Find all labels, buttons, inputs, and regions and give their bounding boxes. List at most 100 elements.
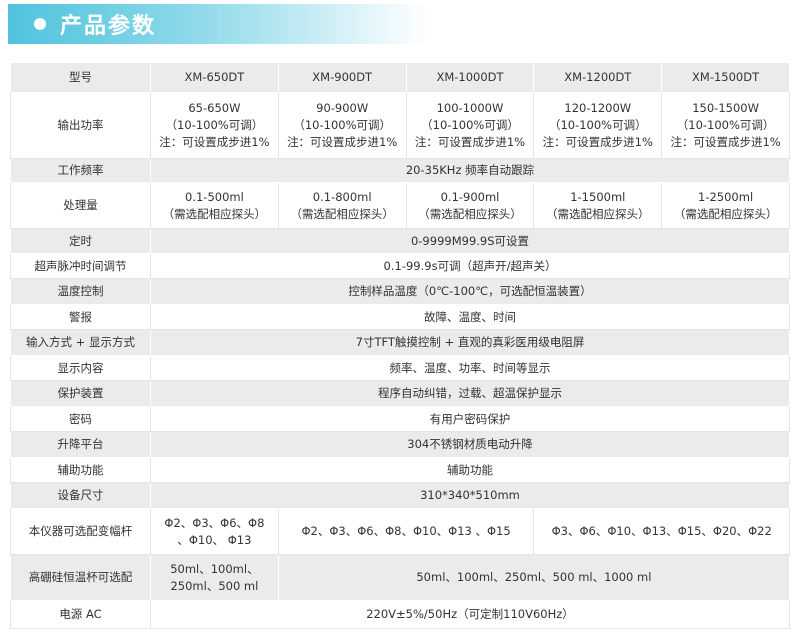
header-cell: 型号 xyxy=(10,62,151,93)
cell-line: （需选配相应探头） xyxy=(418,206,522,221)
cell-line: 注：可设置成步进1% xyxy=(159,135,270,149)
row-label: 设备尺寸 xyxy=(10,482,151,509)
cell-line: 0-9999M99.9S可设置 xyxy=(410,233,530,248)
spec-row: 输入方式 + 显示方式 7寸TFT触摸控制 + 直观的真彩医用级电阻屏 xyxy=(10,329,790,356)
spec-row: 显示内容 频率、温度、功率、时间等显示 xyxy=(10,355,790,381)
spec-table: 型号 XM-650DT XM-900DT XM-1000DT XM-1200DT XM-1… xyxy=(10,62,791,629)
header-cell: XM-650DT xyxy=(150,62,279,93)
cell-line: 0.1-99.9s可调（超声开/超声关） xyxy=(383,258,557,273)
row-label: 警报 xyxy=(10,304,151,330)
spec-row: 设备尺寸 310*340*510mm xyxy=(10,482,790,509)
cell-line: 程序自动纠错，过载、超温保护显示 xyxy=(378,386,562,400)
spec-cell: Φ2、Φ3、Φ6、Φ8 、Φ10、 Φ13 xyxy=(150,508,279,555)
cell-line: Φ2、Φ3、Φ6、Φ8 xyxy=(164,515,265,530)
header-cell: XM-1000DT xyxy=(405,62,535,93)
cell-line: 65-650W xyxy=(188,101,241,115)
cell-line: 220V±5%/50Hz（可定制110V60Hz） xyxy=(366,607,574,621)
spec-row: 警报 故障、温度、时间 xyxy=(10,304,790,330)
cell-line: （需选配相应探头） xyxy=(546,206,650,221)
spec-row: 工作频率 20-35KHz 频率自动跟踪 xyxy=(10,158,790,183)
row-label: 处理量 xyxy=(10,182,151,229)
spec-cell: 50ml、100ml、250ml、500 ml、1000 ml xyxy=(277,554,791,601)
row-label: 温度控制 xyxy=(10,278,151,305)
cell-line: （需选配相应探头） xyxy=(162,206,267,221)
cell-line: （10-100%可调） xyxy=(165,118,264,132)
cell-line: 1-1500ml xyxy=(570,189,626,204)
cell-line: 1-2500ml xyxy=(698,189,754,204)
cell-line: （10-100%可调） xyxy=(293,118,392,132)
spec-row: 辅助功能 辅助功能 xyxy=(10,457,790,483)
spec-cell: 65-650W （10-100%可调） 注：可设置成步进1% xyxy=(150,92,279,159)
spec-row: 电源 AC 220V±5%/50Hz（可定制110V60Hz） xyxy=(10,600,790,629)
cell-line: Φ3、Φ6、Φ10、Φ13、Φ15、Φ20、Φ22 xyxy=(551,524,772,538)
row-label: 显示内容 xyxy=(10,355,151,381)
header-cell: XM-1500DT xyxy=(661,62,790,93)
row-label: 升降平台 xyxy=(10,431,151,458)
cell-line: Φ2、Φ3、Φ6、Φ8、Φ10、Φ13 、Φ15 xyxy=(301,524,511,538)
cell-line: 注：可设置成步进1% xyxy=(670,135,781,149)
spec-cell: 310*340*510mm xyxy=(150,482,790,509)
spec-row: 输出功率 65-650W （10-100%可调） 注：可设置成步进1% 90-900W （… xyxy=(10,92,790,159)
row-label: 工作频率 xyxy=(10,158,151,183)
cell-line: 辅助功能 xyxy=(447,462,493,477)
spec-cell: 0.1-900ml （需选配相应探头） xyxy=(405,182,535,229)
cell-line: 0.1-800ml xyxy=(312,189,372,204)
spec-cell: 90-900W （10-100%可调） 注：可设置成步进1% xyxy=(277,92,407,159)
cell-line: 0.1-900ml xyxy=(440,189,500,204)
row-label: 输入方式 + 显示方式 xyxy=(10,329,151,356)
spec-cell: 150-1500W （10-100%可调） 注：可设置成步进1% xyxy=(661,92,790,159)
cell-line: 50ml、100ml、250ml、500 ml、1000 ml xyxy=(416,570,652,584)
spec-row: 温度控制 控制样品温度（0℃-100℃，可选配恒温装置） xyxy=(10,278,790,305)
spec-cell: 100-1000W （10-100%可调） 注：可设置成步进1% xyxy=(405,92,535,159)
spec-cell: Φ3、Φ6、Φ10、Φ13、Φ15、Φ20、Φ22 xyxy=(533,508,790,555)
row-label: 本仪器可选配变幅杆 xyxy=(10,508,151,555)
cell-line: 频率、温度、功率、时间等显示 xyxy=(389,360,551,375)
row-label: 输出功率 xyxy=(10,92,151,159)
header-row: 型号 XM-650DT XM-900DT XM-1000DT XM-1200DT XM-1… xyxy=(10,62,790,93)
cell-line: 注：可设置成步进1% xyxy=(542,135,653,149)
spec-row: 高硼硅恒温杯可选配 50ml、100ml、 250ml、500 ml 50ml、100… xyxy=(10,554,791,601)
spec-cell: 控制样品温度（0℃-100℃，可选配恒温装置） xyxy=(150,278,790,305)
spec-row: 升降平台 304不锈钢材质电动升降 xyxy=(10,431,790,458)
section-banner: 产品参数 xyxy=(8,4,428,44)
row-label: 密码 xyxy=(10,406,151,432)
cell-line: （需选配相应探头） xyxy=(290,206,394,221)
cell-line: 7寸TFT触摸控制 + 直观的真彩医用级电阻屏 xyxy=(355,335,585,349)
cell-line: 100-1000W xyxy=(436,101,504,115)
banner-dot xyxy=(34,18,46,30)
spec-cell: 有用户密码保护 xyxy=(150,406,790,432)
spec-row: 定时 0-9999M99.9S可设置 xyxy=(10,228,790,254)
cell-line: 0.1-500ml xyxy=(185,189,244,204)
row-label: 高硼硅恒温杯可选配 xyxy=(10,554,151,601)
spec-row: 密码 有用户密码保护 xyxy=(10,406,790,432)
spec-cell: 辅助功能 xyxy=(150,457,790,483)
cell-line: 有用户密码保护 xyxy=(429,411,511,426)
cell-line: 、Φ10、 Φ13 xyxy=(177,532,252,547)
cell-line: 150-1500W xyxy=(692,101,759,115)
spec-cell: 7寸TFT触摸控制 + 直观的真彩医用级电阻屏 xyxy=(150,329,790,356)
row-label: 辅助功能 xyxy=(10,457,151,483)
spec-cell: Φ2、Φ3、Φ6、Φ8、Φ10、Φ13 、Φ15 xyxy=(277,508,535,555)
spec-cell: 50ml、100ml、 250ml、500 ml xyxy=(150,554,279,601)
spec-cell: 0.1-99.9s可调（超声开/超声关） xyxy=(150,253,790,279)
cell-line: 故障、温度、时间 xyxy=(424,309,516,324)
spec-cell: 0.1-500ml （需选配相应探头） xyxy=(150,182,279,229)
row-label: 定时 xyxy=(10,228,151,254)
cell-line: 注：可设置成步进1% xyxy=(414,135,526,149)
spec-row: 保护装置 程序自动纠错，过载、超温保护显示 xyxy=(10,380,790,407)
cell-line: （10-100%可调） xyxy=(548,118,647,132)
row-label: 超声脉冲时间调节 xyxy=(10,253,151,279)
spec-cell: 0.1-800ml （需选配相应探头） xyxy=(277,182,407,229)
cell-line: （10-100%可调） xyxy=(676,118,775,132)
cell-line: 250ml、500 ml xyxy=(170,578,259,593)
spec-cell: 220V±5%/50Hz（可定制110V60Hz） xyxy=(150,600,790,629)
spec-cell: 304不锈钢材质电动升降 xyxy=(150,431,790,458)
spec-cell: 故障、温度、时间 xyxy=(150,304,790,330)
spec-cell: 频率、温度、功率、时间等显示 xyxy=(150,355,790,381)
cell-line: 120-1200W xyxy=(564,101,632,115)
cell-line: 20-35KHz 频率自动跟踪 xyxy=(405,163,535,177)
spec-cell: 1-1500ml （需选配相应探头） xyxy=(533,182,663,229)
header-cell: XM-900DT xyxy=(277,62,407,93)
row-label: 电源 AC xyxy=(10,600,151,629)
